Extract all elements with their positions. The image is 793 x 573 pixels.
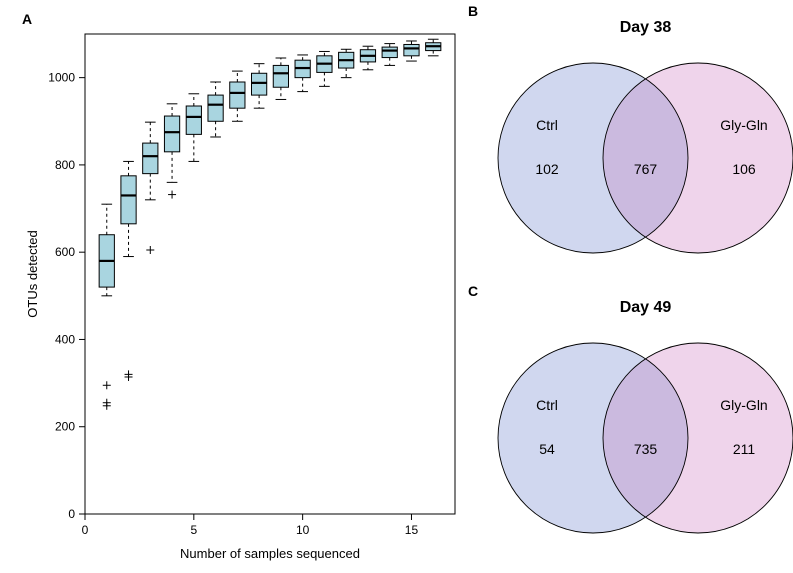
- venn-title: Day 49: [620, 299, 672, 316]
- box: [143, 143, 158, 174]
- y-tick-label: 800: [55, 158, 75, 172]
- panel-label: B: [468, 3, 478, 19]
- y-tick-label: 400: [55, 332, 75, 346]
- box: [121, 176, 136, 224]
- venn-title: Day 38: [620, 19, 672, 36]
- box: [252, 73, 267, 95]
- venn-right-value: 106: [732, 161, 756, 177]
- box: [404, 44, 419, 55]
- box: [382, 47, 397, 57]
- venn-left-value: 54: [539, 441, 555, 457]
- box: [186, 106, 201, 134]
- venn-group: [498, 343, 793, 533]
- venn-overlap-value: 767: [634, 161, 658, 177]
- x-axis-label: Number of samples sequenced: [180, 546, 360, 561]
- x-tick-label: 10: [296, 523, 310, 537]
- panel-a-frame: [85, 34, 455, 514]
- y-tick-label: 200: [55, 420, 75, 434]
- venn-overlap-value: 735: [634, 441, 658, 457]
- venn-left-label: Ctrl: [536, 117, 558, 133]
- venn-left-value: 102: [535, 161, 559, 177]
- figure-svg: A 0 200 400 600 800 1000 0 5 10 15 Number of sample…: [0, 0, 793, 573]
- y-tick-label: 0: [68, 507, 75, 521]
- y-tick-label: 600: [55, 245, 75, 259]
- x-tick-label: 5: [190, 523, 197, 537]
- box: [164, 116, 179, 152]
- venn-right-label: Gly-Gln: [720, 397, 767, 413]
- box: [208, 95, 223, 121]
- venn-group: [498, 63, 793, 253]
- panel-a-label: A: [22, 11, 32, 27]
- box: [273, 65, 288, 87]
- y-axis-label: OTUs detected: [25, 230, 40, 317]
- x-tick-label: 15: [405, 523, 419, 537]
- y-tick-label: 1000: [48, 71, 75, 85]
- venn-right-value: 211: [733, 441, 756, 457]
- x-tick-label: 0: [82, 523, 89, 537]
- venn-right-label: Gly-Gln: [720, 117, 767, 133]
- venn-left-label: Ctrl: [536, 397, 558, 413]
- box: [230, 82, 245, 108]
- panel-label: C: [468, 283, 478, 299]
